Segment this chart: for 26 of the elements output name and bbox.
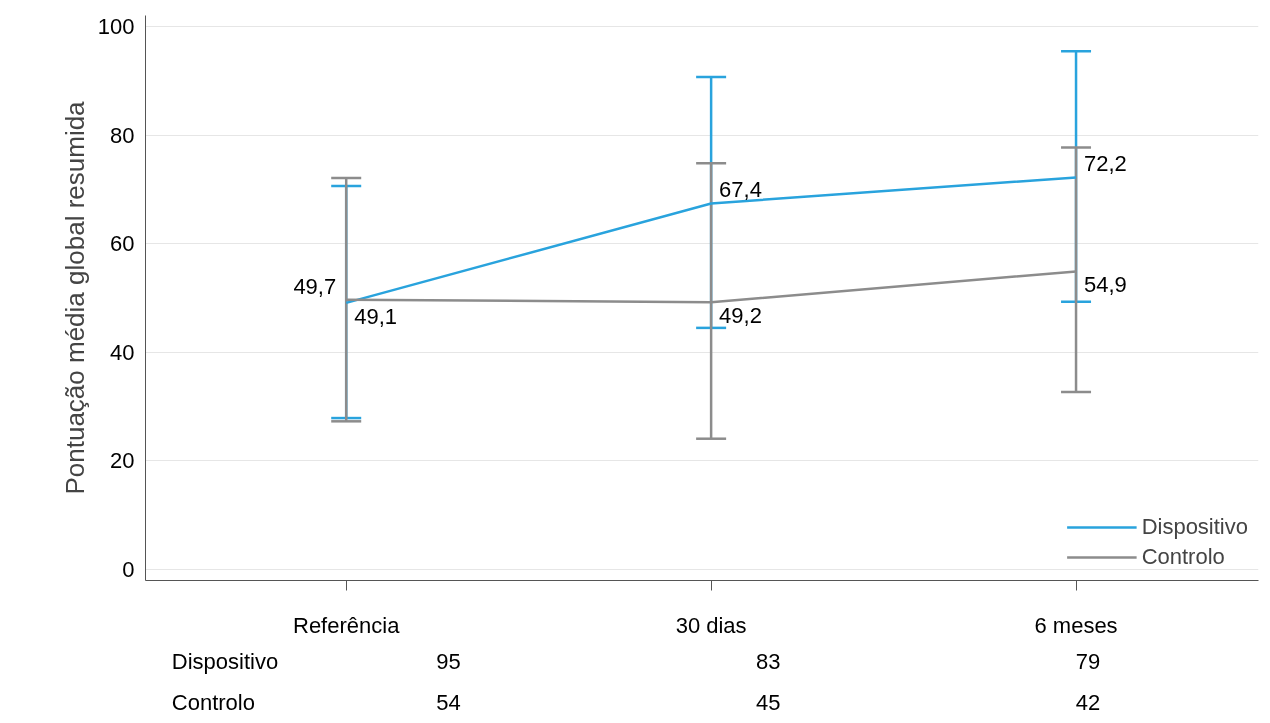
legend-label: Dispositivo xyxy=(1141,514,1248,540)
data-label: 67,4 xyxy=(719,177,762,203)
y-tick-label: 20 xyxy=(110,448,135,474)
y-tick-label: 40 xyxy=(110,339,135,365)
y-axis-title: Pontuação média global resumida xyxy=(59,100,90,495)
text: 54 xyxy=(436,690,461,716)
data-label: 49,1 xyxy=(354,303,398,329)
data-label: 72,2 xyxy=(1084,151,1127,177)
data-label: 54,9 xyxy=(1084,272,1127,298)
text: 79 xyxy=(1075,648,1101,674)
text: Controlo xyxy=(171,690,255,716)
y-tick-label: 100 xyxy=(97,13,135,39)
y-tick-label: 0 xyxy=(122,557,135,583)
data-label: 49,7 xyxy=(293,273,337,299)
text: 83 xyxy=(756,648,781,674)
x-tick-label: 6 meses xyxy=(1034,612,1118,638)
y-tick-label: 60 xyxy=(110,231,135,257)
text: 42 xyxy=(1075,690,1101,716)
legend-label: Controlo xyxy=(1141,544,1225,570)
x-tick-label: Referência xyxy=(293,612,401,638)
text: Dispositivo xyxy=(171,648,279,674)
text: 45 xyxy=(756,690,781,716)
data-label: 49,2 xyxy=(719,303,762,329)
text: 95 xyxy=(436,648,461,674)
y-tick-label: 80 xyxy=(110,122,135,148)
x-tick-label: 30 dias xyxy=(675,612,747,638)
